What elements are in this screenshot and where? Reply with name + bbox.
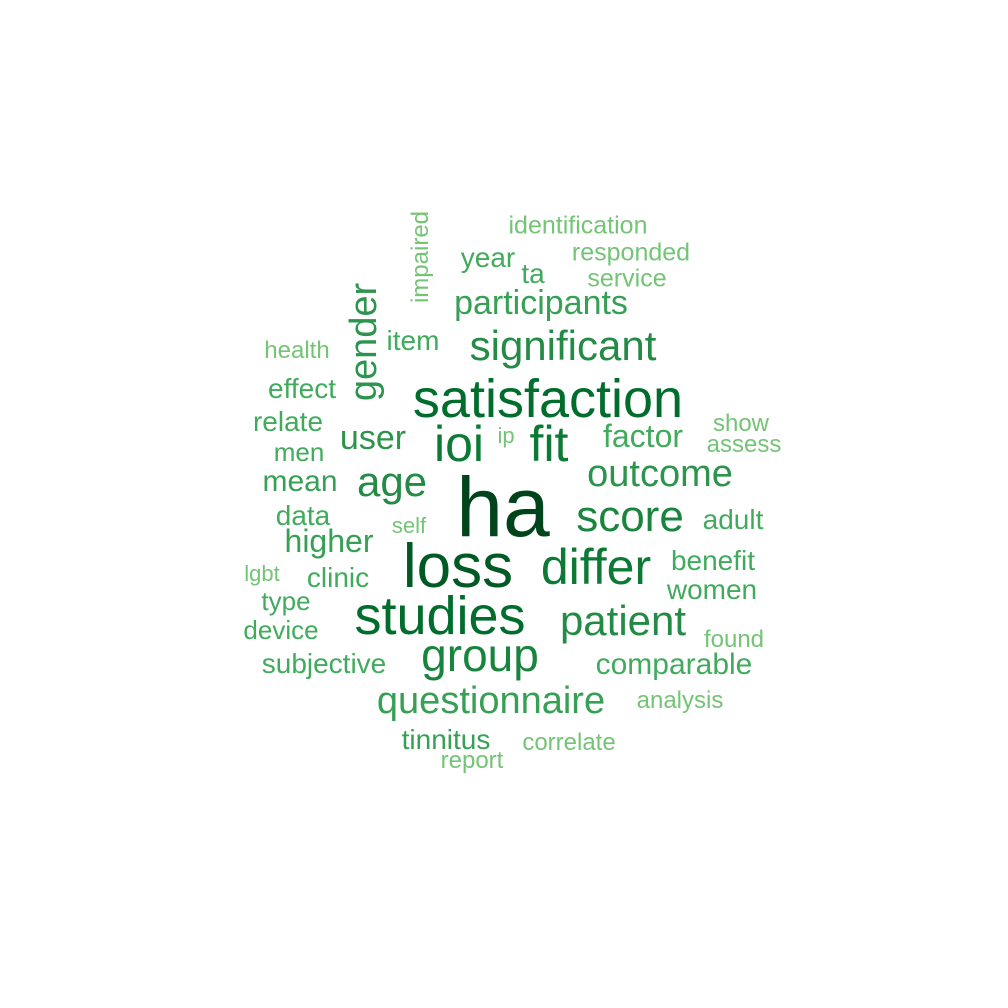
word-higher: higher — [284, 523, 374, 559]
word-outcome: outcome — [587, 453, 733, 495]
word-year: year — [460, 242, 516, 273]
word-relate: relate — [252, 406, 324, 437]
word-benefit: benefit — [670, 545, 756, 576]
word-tinnitus: tinnitus — [401, 724, 491, 755]
word-mean: mean — [262, 465, 338, 498]
word-fit: fit — [529, 416, 569, 472]
word-health: health — [264, 337, 330, 364]
word-women: women — [666, 574, 758, 605]
word-comparable: comparable — [595, 648, 753, 681]
word-subjective: subjective — [261, 648, 387, 679]
word-factor: factor — [602, 418, 684, 454]
word-satisfaction: satisfaction — [412, 369, 684, 429]
word-group: group — [421, 629, 539, 681]
word-men: men — [273, 437, 325, 467]
word-clinic: clinic — [306, 562, 370, 593]
word-type: type — [261, 586, 311, 616]
word-loss: loss — [402, 532, 514, 601]
word-effect: effect — [268, 373, 336, 404]
word-differ: differ — [540, 539, 652, 595]
word-report: report — [440, 747, 504, 774]
word-assess: assess — [706, 431, 782, 458]
word-correlate: correlate — [522, 729, 616, 756]
word-self: self — [391, 513, 427, 538]
word-ioi: ioi — [433, 416, 485, 472]
word-analysis: analysis — [636, 687, 724, 714]
word-impaired: impaired — [407, 210, 434, 304]
word-questionnaire: questionnaire — [376, 680, 606, 722]
word-item: item — [386, 325, 440, 356]
word-patient: patient — [559, 597, 687, 644]
word-ip: ip — [497, 423, 515, 448]
word-significant: significant — [469, 322, 657, 369]
word-age: age — [356, 458, 428, 505]
word-participants: participants — [454, 284, 628, 322]
word-identification: identification — [508, 211, 648, 240]
word-found: found — [703, 626, 765, 653]
word-data: data — [275, 500, 331, 531]
word-lgbt: lgbt — [244, 561, 280, 586]
word-ha: ha — [456, 460, 550, 554]
word-device: device — [243, 615, 319, 645]
word-ta: ta — [521, 258, 545, 289]
word-score: score — [576, 492, 684, 541]
word-show: show — [712, 410, 770, 437]
word-adult: adult — [702, 504, 764, 535]
word-service: service — [587, 264, 667, 293]
word-responded: responded — [571, 238, 691, 267]
word-studies: studies — [354, 586, 526, 646]
word-user: user — [339, 419, 407, 457]
word-gender: gender — [343, 282, 385, 402]
